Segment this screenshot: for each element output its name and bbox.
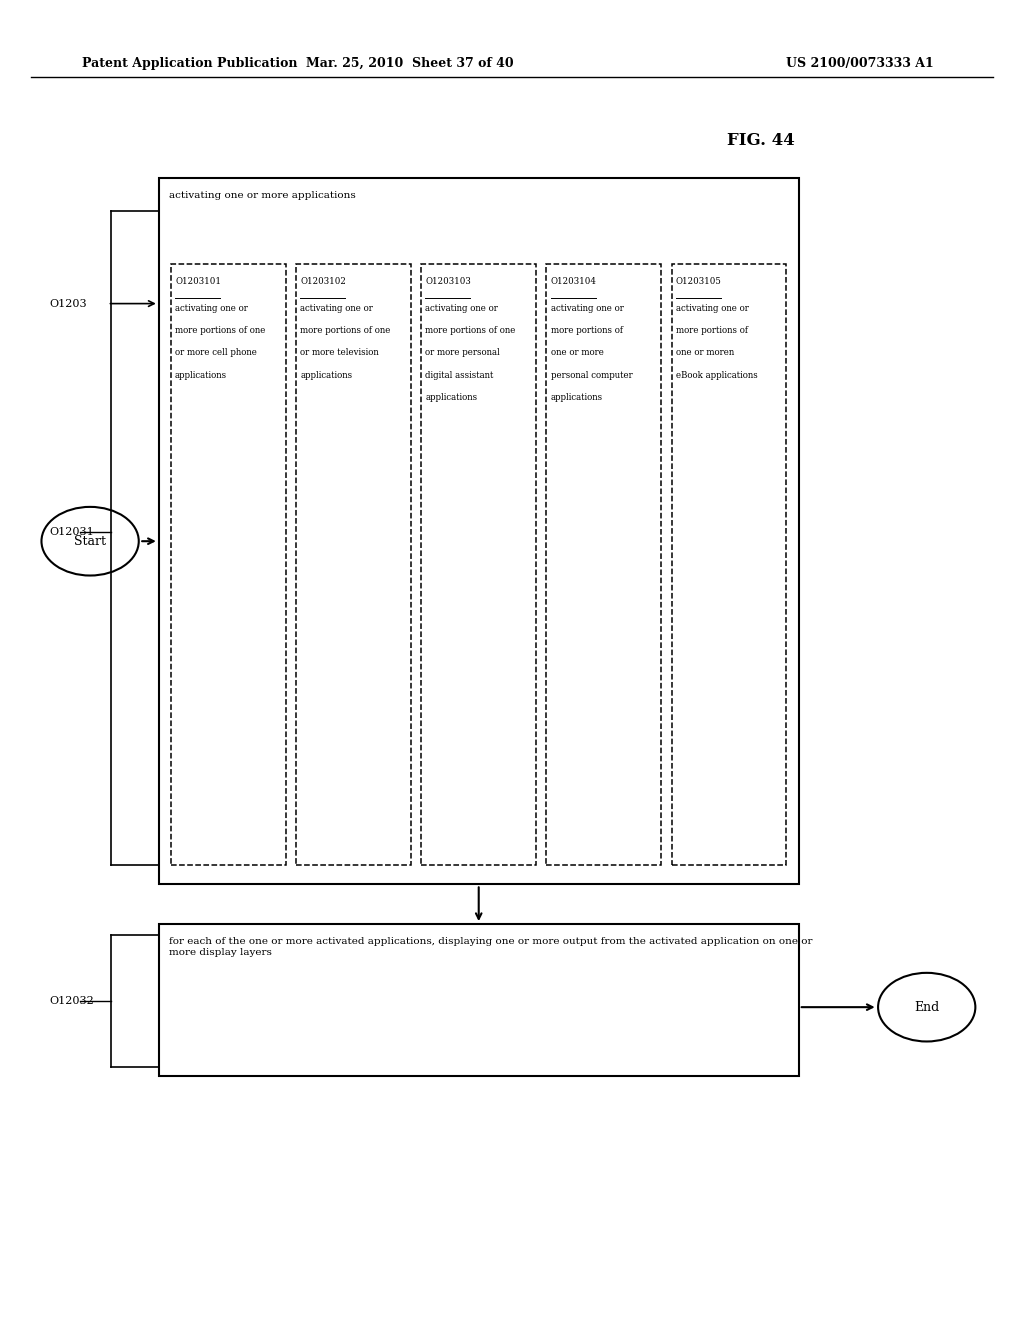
Text: Start: Start	[74, 535, 106, 548]
Text: Patent Application Publication: Patent Application Publication	[82, 57, 297, 70]
Text: more portions of one: more portions of one	[300, 326, 390, 335]
Text: US 2100/0073333 A1: US 2100/0073333 A1	[786, 57, 934, 70]
Text: activating one or: activating one or	[676, 304, 749, 313]
Bar	[421, 264, 537, 865]
Text: more portions of: more portions of	[551, 326, 623, 335]
Text: O1203103: O1203103	[425, 277, 471, 286]
Text: applications: applications	[175, 371, 227, 380]
Text: O1203102: O1203102	[300, 277, 346, 286]
Text: one or more: one or more	[551, 348, 603, 358]
Text: one or moren: one or moren	[676, 348, 734, 358]
Ellipse shape	[41, 507, 139, 576]
Bar	[171, 264, 286, 865]
Text: End: End	[914, 1001, 939, 1014]
Text: activating one or: activating one or	[175, 304, 248, 313]
Text: more portions of: more portions of	[676, 326, 748, 335]
Text: O1203104: O1203104	[551, 277, 596, 286]
Text: activating one or: activating one or	[300, 304, 373, 313]
Text: O1203: O1203	[49, 298, 87, 309]
Bar	[672, 264, 786, 865]
Text: or more personal: or more personal	[425, 348, 500, 358]
Text: personal computer: personal computer	[551, 371, 632, 380]
Text: digital assistant: digital assistant	[425, 371, 494, 380]
Bar	[159, 924, 799, 1076]
Text: for each of the one or more activated applications, displaying one or more outpu: for each of the one or more activated ap…	[169, 937, 812, 957]
Text: O12031: O12031	[49, 527, 94, 537]
Ellipse shape	[879, 973, 976, 1041]
Text: applications: applications	[300, 371, 352, 380]
Text: applications: applications	[425, 393, 477, 403]
Text: more portions of one: more portions of one	[175, 326, 265, 335]
Text: activating one or more applications: activating one or more applications	[169, 191, 355, 201]
Text: applications: applications	[551, 393, 603, 403]
Text: or more television: or more television	[300, 348, 379, 358]
Bar	[159, 178, 799, 884]
Text: O1203101: O1203101	[175, 277, 221, 286]
Text: eBook applications: eBook applications	[676, 371, 758, 380]
Bar	[296, 264, 411, 865]
Bar	[547, 264, 662, 865]
Text: O12032: O12032	[49, 995, 94, 1006]
Text: activating one or: activating one or	[425, 304, 499, 313]
Text: FIG. 44: FIG. 44	[727, 132, 795, 149]
Text: activating one or: activating one or	[551, 304, 624, 313]
Text: O1203105: O1203105	[676, 277, 722, 286]
Text: Mar. 25, 2010  Sheet 37 of 40: Mar. 25, 2010 Sheet 37 of 40	[306, 57, 513, 70]
Text: or more cell phone: or more cell phone	[175, 348, 257, 358]
Text: more portions of one: more portions of one	[425, 326, 516, 335]
